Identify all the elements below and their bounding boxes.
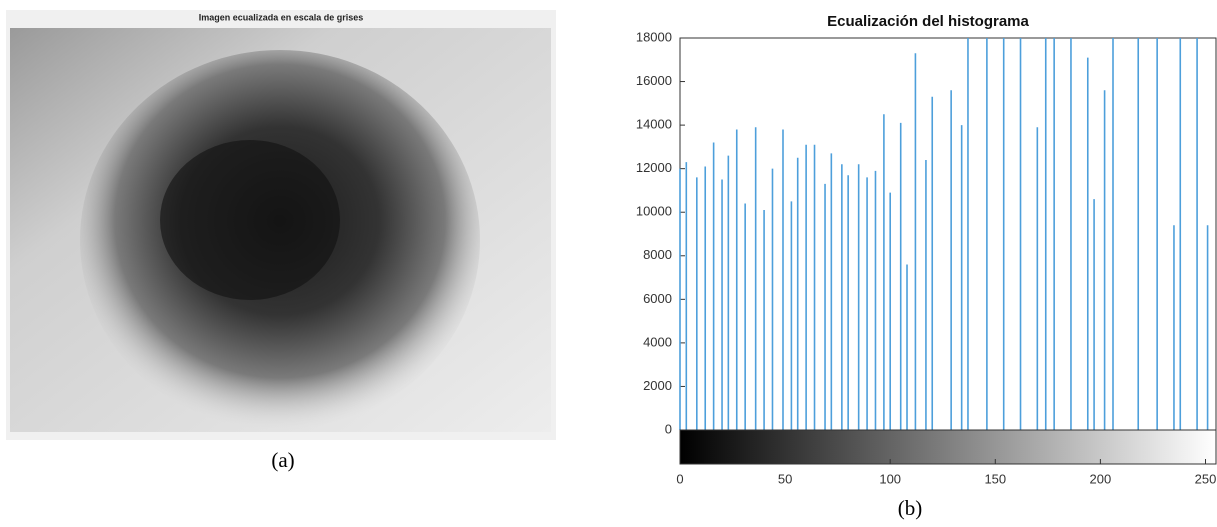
chart-title: Ecualización del histograma [827,13,1029,30]
figure: Imagen ecualizada en escala de grises (a… [0,0,1217,522]
y-tick-label: 0 [665,421,672,436]
y-tick-label: 14000 [636,117,672,132]
x-tick-label: 50 [778,471,792,486]
x-tick-label: 250 [1195,471,1217,486]
image-title: Imagen ecualizada en escala de grises [199,12,364,22]
y-tick-label: 6000 [643,291,672,306]
caption: (a) [271,448,294,472]
x-tick-label: 0 [676,471,683,486]
lesion-core [160,140,340,300]
x-tick-label: 100 [879,471,901,486]
colorbar [680,430,1216,464]
plot-area [680,38,1216,430]
y-tick-label: 4000 [643,334,672,349]
x-tick-label: 150 [984,471,1006,486]
y-tick-label: 8000 [643,247,672,262]
y-tick-label: 12000 [636,160,672,175]
y-tick-label: 10000 [636,204,672,219]
caption: (b) [898,496,923,520]
y-tick-label: 2000 [643,378,672,393]
x-tick-label: 200 [1090,471,1112,486]
y-tick-label: 18000 [636,29,672,44]
page: {"figure_a": {"title": "Imagen ecualizad… [0,0,1217,522]
y-tick-label: 16000 [636,73,672,88]
